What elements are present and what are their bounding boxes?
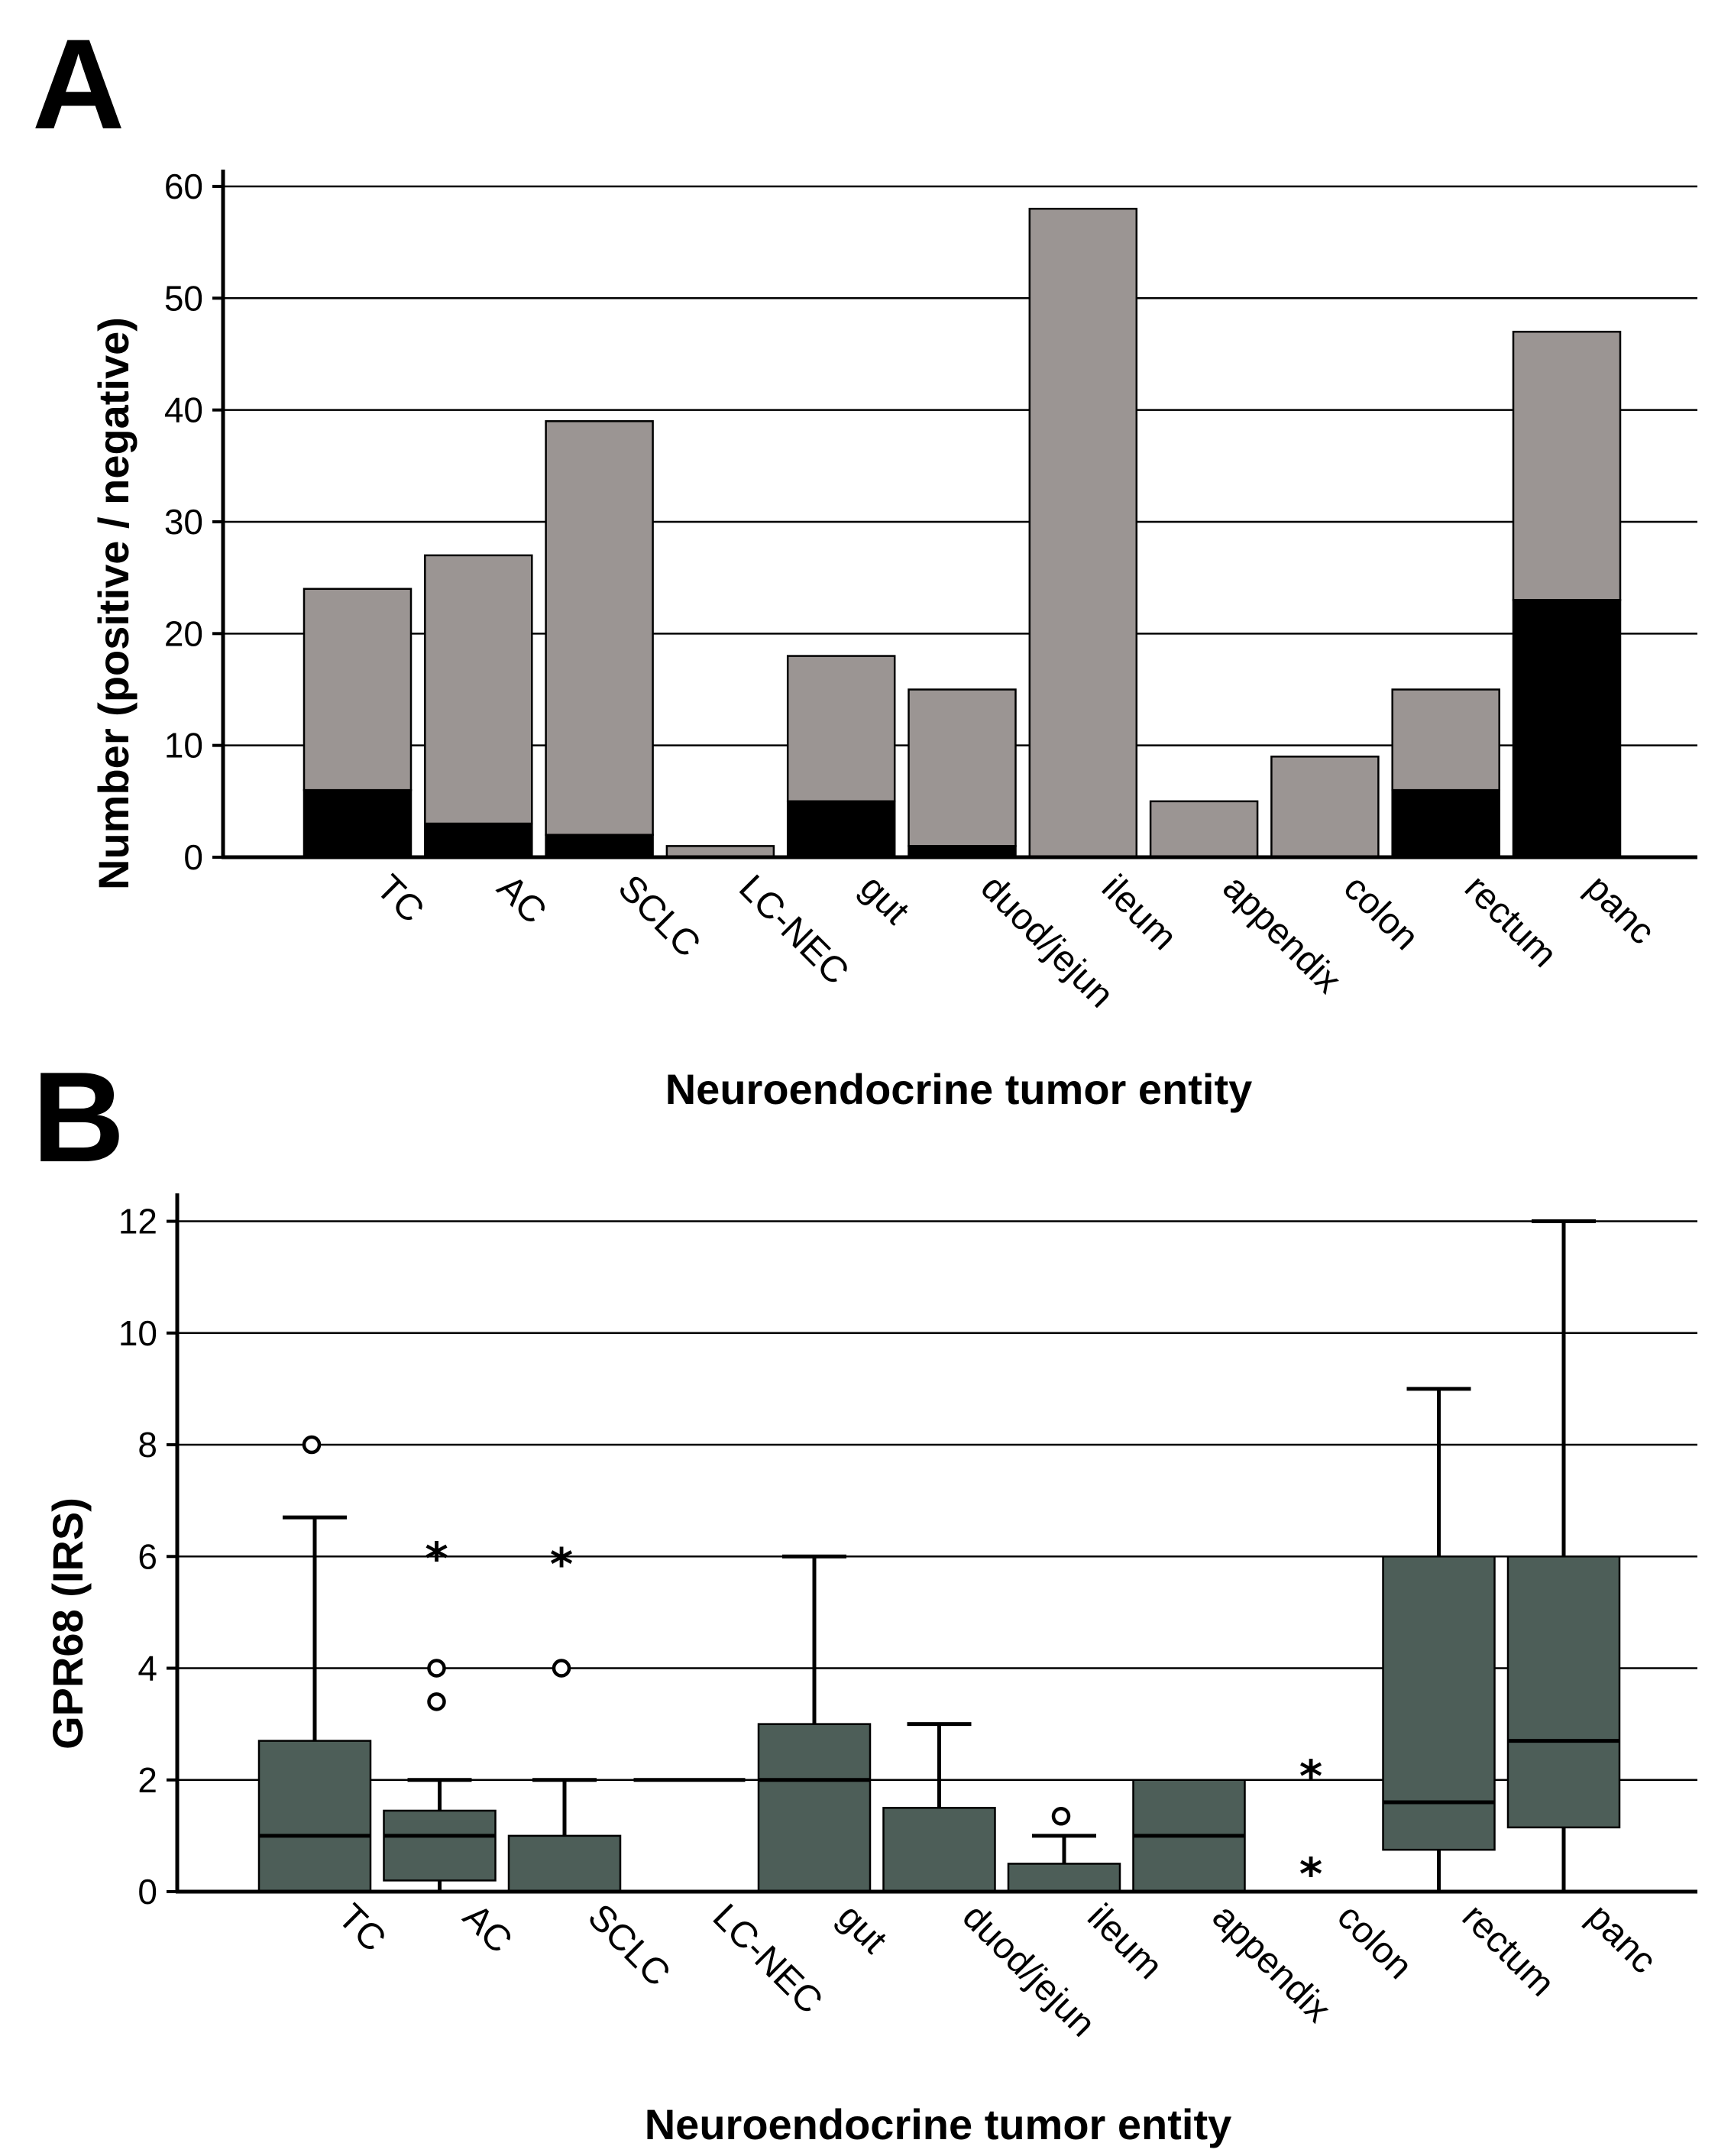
panel-a-bar-gray-appendix	[1149, 800, 1259, 859]
panel-b-outlier-ac-0	[427, 1692, 446, 1711]
panel-b-iqr-box-ileum	[1007, 1863, 1121, 1893]
panel-b-outlier-sclc-0	[552, 1659, 571, 1678]
panel-a-bar-gray-tc	[303, 588, 413, 792]
panel-b-x-tick-label-rectum: rectum	[1454, 1896, 1562, 2004]
panel-a-x-tick-label-ac: AC	[490, 867, 555, 932]
panel-b-iqr-box-ac	[383, 1809, 497, 1882]
panel-a-y-tick-label-60: 60	[164, 167, 203, 206]
panel-a-y-axis-title: Number (positive / negative)	[89, 317, 138, 890]
panel-a-x-tick-label-lc-nec: LC-NEC	[731, 867, 856, 992]
panel-b-axes	[175, 1193, 1697, 1894]
panel-a-bar-black-sclc	[545, 834, 654, 859]
panel-b-boxes: * ***	[257, 1219, 1621, 1900]
panel-b-extreme-ac-0: *	[425, 1533, 448, 1585]
panel-b-iqr-box-rectum	[1382, 1555, 1496, 1851]
panel-b-y-tick-label-2: 2	[138, 1760, 157, 1800]
panel-b-x-tick-label-tc: TC	[330, 1896, 393, 1960]
panel-a-x-tick-label-duod-jejun: duod/jejun	[973, 867, 1121, 1015]
panel-a-y-tick-label-50: 50	[164, 278, 203, 318]
panel-b-outlier-tc-0	[302, 1435, 322, 1455]
panel-b-y-ticks: 0 2 4 6 8 10 12	[118, 1202, 177, 1912]
panel-b-x-tick-label-appendix: appendix	[1205, 1896, 1338, 2030]
panel-a-y-tick-label-30: 30	[164, 502, 203, 542]
panel-b-y-tick-label-8: 8	[138, 1425, 157, 1465]
panel-a-bar-gray-gut	[786, 655, 896, 803]
panel-b-x-tick-label-sclc: SCLC	[580, 1896, 678, 1994]
panel-a-bar-gray-duod-jejun	[908, 688, 1017, 847]
panel-b-iqr-box-panc	[1506, 1555, 1621, 1829]
panel-b-x-tick-label-panc: panc	[1579, 1896, 1664, 1981]
panel-a-y-tick-label-0: 0	[183, 837, 203, 877]
panel-b-y-tick-label-12: 12	[118, 1202, 157, 1241]
panel-a-bar-gray-ac	[424, 554, 533, 825]
panel-a-axes	[221, 170, 1697, 859]
panel-a-x-tick-label-colon: colon	[1336, 867, 1427, 958]
panel-b-x-tick-label-gut: gut	[830, 1896, 895, 1961]
panel-b-iqr-box-sclc	[507, 1834, 622, 1893]
panel-b-box-gut	[757, 1554, 872, 1893]
panel-a-x-tick-label-appendix: appendix	[1215, 867, 1348, 1001]
panel-b-y-tick-label-6: 6	[138, 1536, 157, 1576]
panel-b-outlier-ac-1	[427, 1659, 446, 1678]
panel-b-y-axis-title: GPR68 (IRS)	[44, 1497, 92, 1750]
panel-a-bar-gray-sclc	[545, 420, 654, 836]
panel-b-x-tick-label-lc-nec: LC-NEC	[705, 1896, 830, 2022]
panel-a-y-tick-label-40: 40	[164, 390, 203, 430]
panel-a-bar-gray-rectum	[1391, 688, 1500, 792]
panel-b-box-rectum	[1382, 1387, 1496, 1894]
panel-a-x-tick-label-sclc: SCLC	[610, 867, 708, 965]
panel-b-x-tick-label-duod-jejun: duod/jejun	[955, 1896, 1103, 2044]
panel-a-y-tick-label-20: 20	[164, 613, 203, 653]
panel-b-y-tick-label-4: 4	[138, 1649, 157, 1688]
panel-b-y-tick-label-0: 0	[138, 1872, 157, 1912]
panel-a-bar-black-gut	[786, 800, 896, 859]
panel-a-x-tick-label-panc: panc	[1577, 867, 1662, 952]
panel-b-box-colon: **	[1299, 1750, 1322, 1900]
panel-a-y-ticks: 0 10 20 30 40 50 60	[164, 167, 223, 877]
panel-b-extreme-sclc-0: *	[550, 1538, 573, 1590]
panel-a-bar-black-rectum	[1391, 788, 1500, 859]
panel-a-y-tick-label-10: 10	[164, 726, 203, 766]
panel-a-bar-black-panc	[1512, 599, 1622, 859]
panel-b-outlier-ileum-0	[1051, 1807, 1071, 1826]
panel-a-bar-gray-colon	[1270, 756, 1380, 859]
panel-b-iqr-box-gut	[757, 1723, 872, 1893]
panel-b-box-panc	[1506, 1219, 1621, 1894]
panel-a-x-tick-label-gut: gut	[852, 867, 917, 932]
panel-a-x-tick-label-ileum: ileum	[1094, 867, 1185, 958]
panel-b-iqr-box-duod-jejun	[882, 1807, 996, 1893]
panel-b-iqr-box-tc	[257, 1740, 372, 1893]
panel-b-box-tc	[257, 1435, 372, 1893]
panel-b-box-duod-jejun	[882, 1722, 996, 1894]
panel-letter-b: B	[32, 1045, 125, 1189]
panel-a-bar-gray-ileum	[1028, 207, 1138, 859]
panel-b-x-tick-label-colon: colon	[1329, 1896, 1420, 1987]
panel-b-box-sclc: *	[507, 1538, 622, 1894]
panel-a-x-tick-label-rectum: rectum	[1457, 867, 1564, 975]
panel-a-x-tick-label-tc: TC	[368, 867, 432, 931]
panel-a-x-axis-title: Neuroendocrine tumor entity	[665, 1065, 1253, 1113]
panel-b-box-appendix	[1132, 1779, 1246, 1893]
panel-a-bar-black-ac	[424, 822, 533, 859]
panel-b-box-ac: *	[383, 1533, 497, 1894]
panel-letter-a: A	[32, 12, 125, 156]
panel-b-y-tick-label-10: 10	[118, 1313, 157, 1353]
panel-b-x-tick-label-ileum: ileum	[1079, 1896, 1170, 1987]
panel-a-bars	[303, 207, 1622, 859]
panel-a-bar-gray-panc	[1512, 330, 1622, 601]
panel-a-bar-black-tc	[303, 788, 413, 859]
panel-b-x-axis-title: Neuroendocrine tumor entity	[645, 2100, 1232, 2148]
panel-b-box-ileum	[1007, 1807, 1121, 1894]
panel-b-extreme-colon-0: *	[1299, 1750, 1322, 1802]
panel-b-x-tick-label-ac: AC	[455, 1896, 520, 1961]
